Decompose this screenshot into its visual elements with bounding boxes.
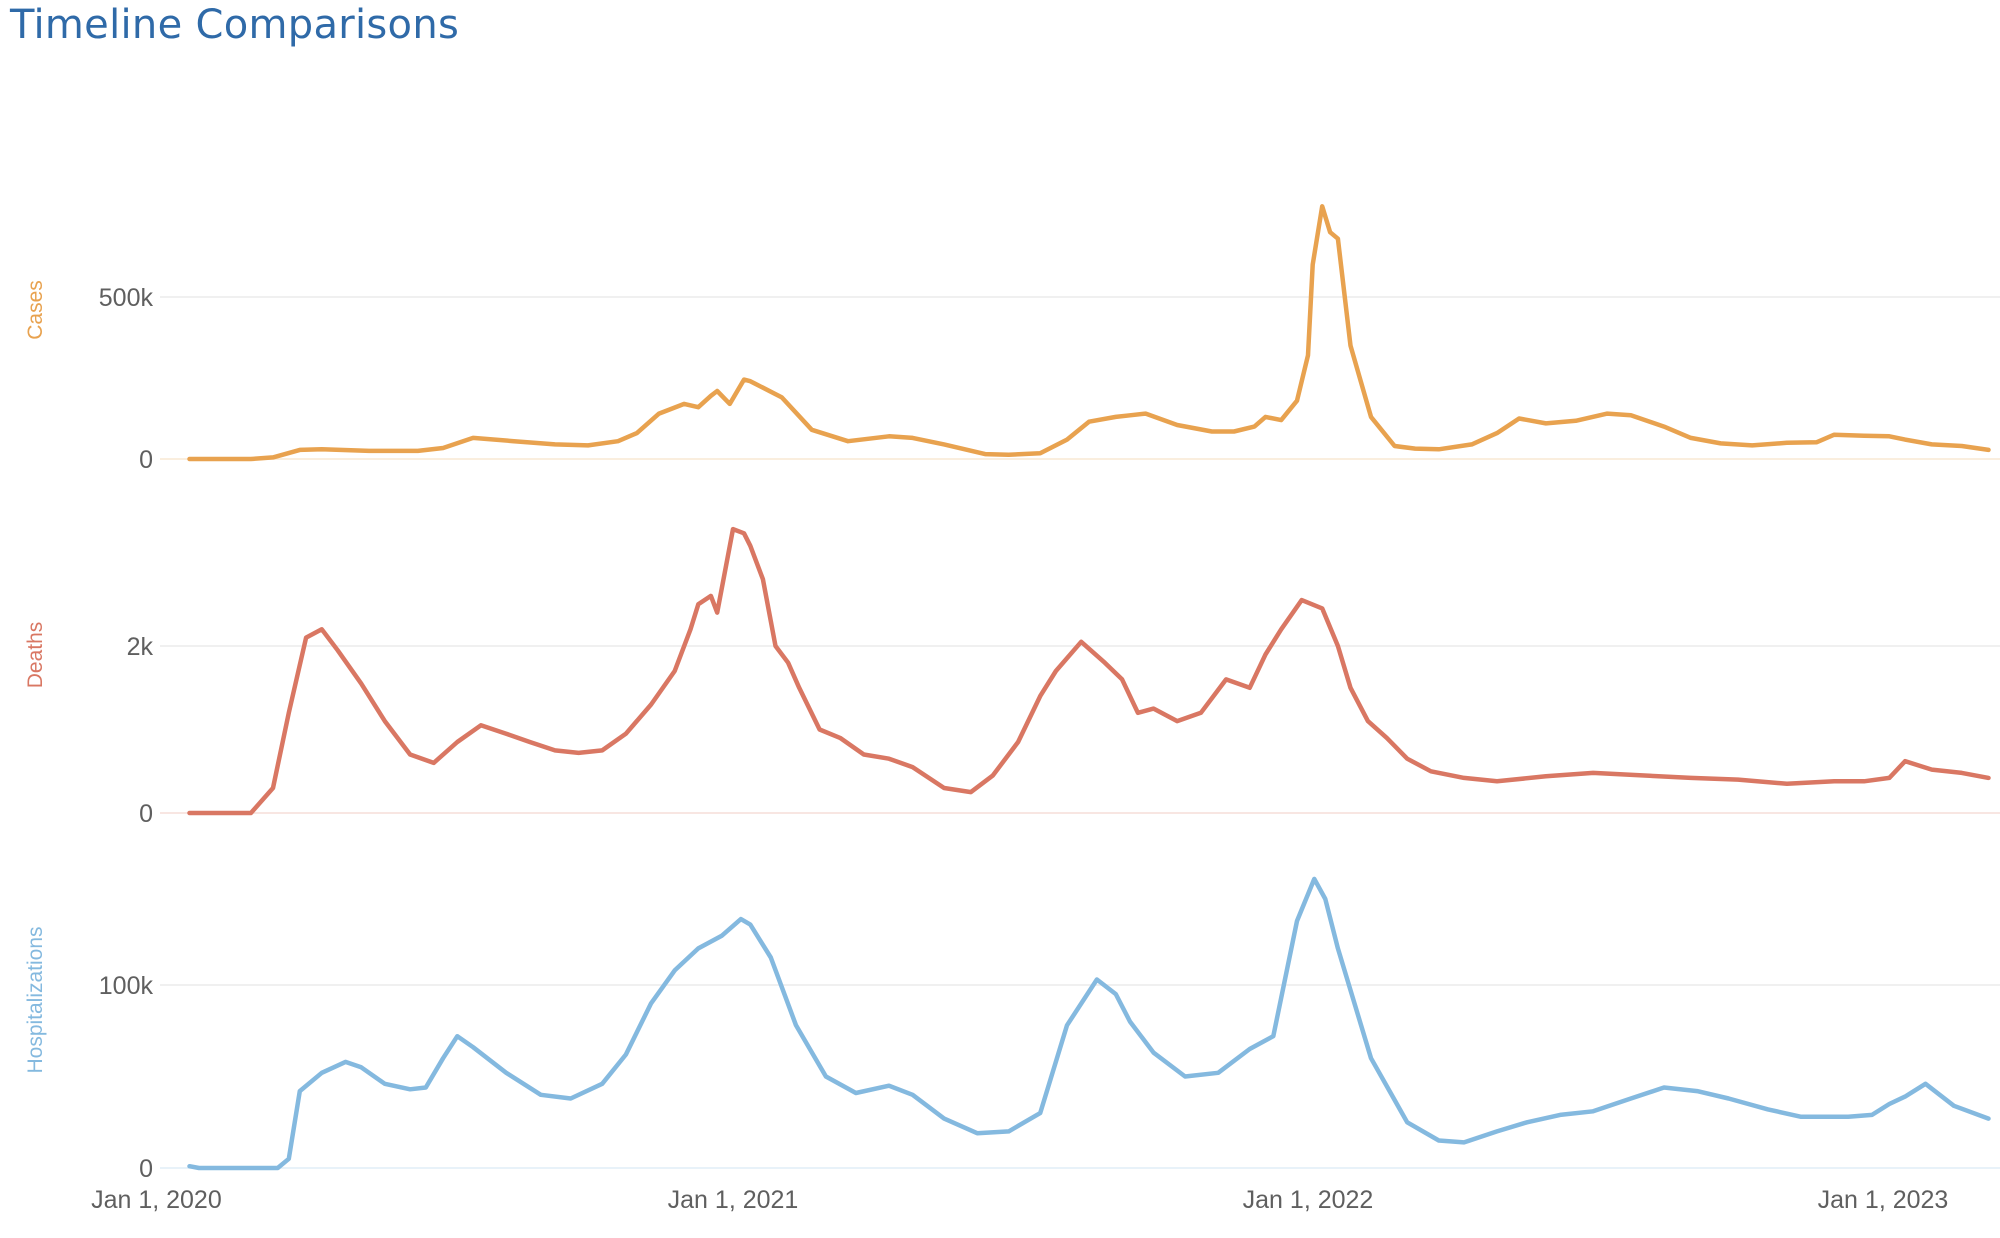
x-tick-label: Jan 1, 2021 bbox=[668, 1186, 799, 1214]
deaths-panel: 0 2k Deaths bbox=[24, 526, 2000, 828]
cases-series-line bbox=[187, 204, 1991, 462]
hospitalizations-axis-title: Hospitalizations bbox=[24, 926, 47, 1073]
x-axis: Jan 1, 2020 Jan 1, 2021 Jan 1, 2022 Jan 1, … bbox=[91, 1186, 1948, 1214]
page-title: Timeline Comparisons bbox=[10, 2, 460, 48]
deaths-y-tick-label: 2k bbox=[127, 633, 154, 661]
deaths-axis-title: Deaths bbox=[24, 622, 47, 689]
chart-panels: 0 500k Cases 0 2k Deaths 0 100k Hospitalizations bbox=[24, 204, 2000, 1183]
x-tick-label: Jan 1, 2022 bbox=[1243, 1186, 1374, 1214]
x-tick-label: Jan 1, 2023 bbox=[1818, 1186, 1949, 1214]
hospitalizations-y-tick-label: 100k bbox=[99, 972, 154, 1000]
hospitalizations-y-tick-label: 0 bbox=[139, 1155, 153, 1183]
deaths-y-tick-label: 0 bbox=[139, 800, 153, 828]
hospitalizations-panel: 0 100k Hospitalizations bbox=[24, 876, 2000, 1183]
cases-axis-title: Cases bbox=[24, 280, 47, 340]
deaths-series-line bbox=[187, 526, 1991, 816]
cases-y-tick-label: 500k bbox=[99, 284, 154, 312]
x-tick-label: Jan 1, 2020 bbox=[91, 1186, 222, 1214]
cases-panel: 0 500k Cases bbox=[24, 204, 2000, 474]
cases-y-tick-label: 0 bbox=[139, 446, 153, 474]
hospitalizations-series-line bbox=[187, 876, 1991, 1171]
